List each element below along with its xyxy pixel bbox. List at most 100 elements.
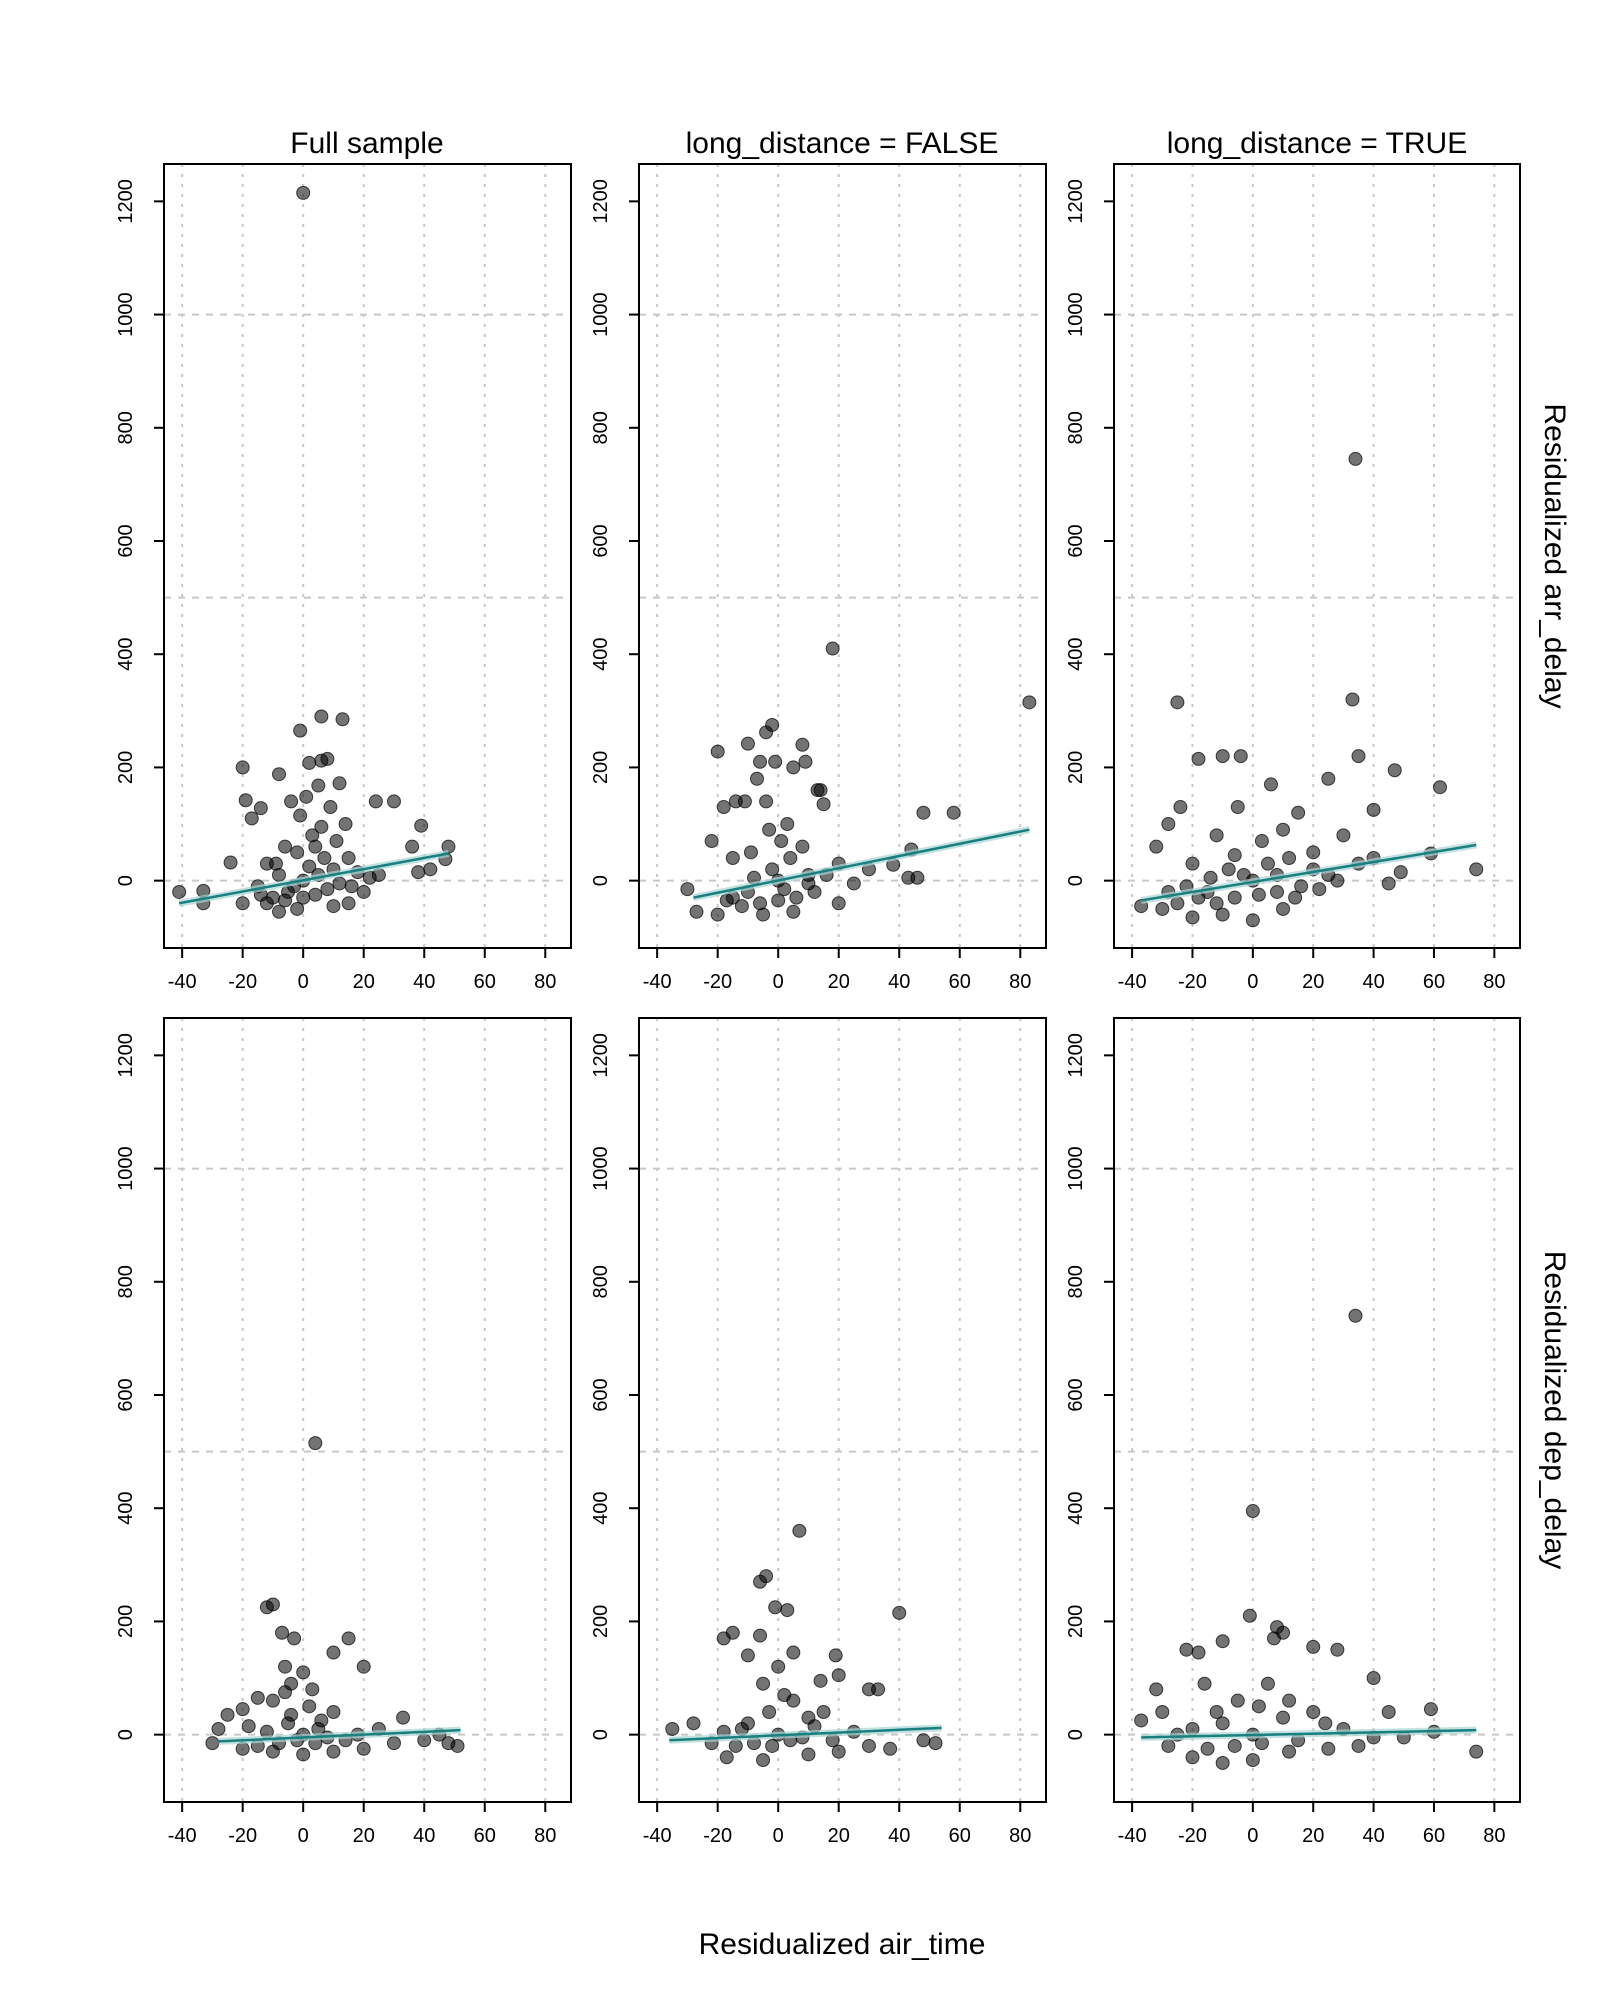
data-point [765,1738,780,1753]
data-point [396,1710,411,1725]
y-tick-label: 1000 [1065,1146,1087,1191]
data-point [411,865,426,880]
y-tick-label: 1000 [115,292,137,337]
data-point [734,899,749,914]
data-point [765,862,780,877]
panel-frame [638,1017,1047,1803]
data-point [825,641,840,656]
data-point [326,1744,341,1759]
data-point [1260,856,1275,871]
y-tick-label: 1200 [590,179,612,224]
data-point [278,1685,293,1700]
data-point [296,185,311,200]
data-point [1227,890,1242,905]
data-point [1185,910,1200,925]
data-point [786,1645,801,1660]
data-point [774,834,789,849]
data-point [910,870,925,885]
y-tick-label: 1200 [1065,179,1087,224]
x-tick-label: 60 [949,971,971,993]
data-point [786,904,801,919]
data-point [235,1741,250,1756]
data-point [1233,749,1248,764]
data-point [1469,1744,1484,1759]
data-point [1263,777,1278,792]
data-point [795,839,810,854]
data-point [737,794,752,809]
data-point [1149,839,1164,854]
data-point [314,753,329,768]
data-point [275,1625,290,1640]
data-point [302,755,317,770]
y-tick-label: 1000 [590,1146,612,1191]
x-tick-label: -20 [228,1825,257,1847]
x-tick-label: -20 [1178,1825,1207,1847]
x-tick-label: -20 [228,971,257,993]
regression-line [693,828,1030,899]
x-tick-label: 40 [413,971,435,993]
data-point [831,1668,846,1683]
y-tick-label: 1000 [115,1146,137,1191]
y-tick-label: 400 [590,638,612,671]
data-point [326,1704,341,1719]
data-point [740,1648,755,1663]
data-point [329,834,344,849]
data-point [753,754,768,769]
x-tick-label: 60 [474,1825,496,1847]
x-axis-label: Residualized air_time [699,1928,986,1961]
data-point [756,1753,771,1768]
x-tick-label: -40 [643,971,672,993]
data-point [1197,1676,1212,1691]
data-point [1209,1704,1224,1719]
data-point [753,1628,768,1643]
regression-line [1140,843,1477,902]
data-point [1282,850,1297,865]
data-point [293,723,308,738]
regression-line [218,1728,461,1743]
data-point [928,1736,943,1751]
x-tick-label: 80 [1483,971,1505,993]
data-point [783,850,798,865]
data-point [1351,1738,1366,1753]
data-point [1251,887,1266,902]
data-point [278,1659,293,1674]
data-point [1266,1631,1281,1646]
data-point [828,1648,843,1663]
regression-line [178,852,449,905]
y-tick-label: 400 [115,1492,137,1525]
data-point [686,1716,701,1731]
data-point [441,1736,456,1751]
data-point [356,884,371,899]
data-point [284,1707,299,1722]
data-point [759,725,774,740]
y-tick-label: 1000 [1065,292,1087,337]
data-point [1294,879,1309,894]
data-point [326,1645,341,1660]
y-tick-label: 1200 [590,1033,612,1078]
x-tick-label: 20 [1302,971,1324,993]
data-point [883,1741,898,1756]
y-tick-label: 200 [1065,751,1087,784]
data-point [771,893,786,908]
y-tick-label: 800 [1065,1265,1087,1298]
data-point [801,1747,816,1762]
data-point [1221,862,1236,877]
data-point [1161,1738,1176,1753]
data-point [759,794,774,809]
data-point [1260,1676,1275,1691]
x-tick-label: 40 [888,1825,910,1847]
data-point [356,1741,371,1756]
x-tick-label: 0 [1247,971,1258,993]
data-point [1215,1755,1230,1770]
x-tick-label: -20 [703,1825,732,1847]
data-point [172,884,187,899]
data-point [810,783,825,798]
x-tick-label: 40 [888,971,910,993]
y-tick-label: 600 [590,524,612,557]
panel-frame [1113,163,1521,949]
data-point [1209,896,1224,911]
data-point [1230,800,1245,815]
x-tick-label: 40 [1362,1825,1384,1847]
